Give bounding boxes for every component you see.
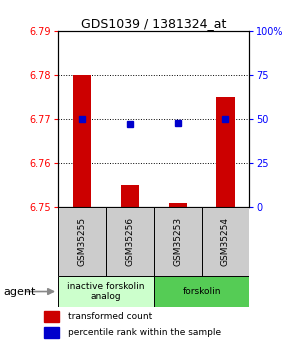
Text: GSM35254: GSM35254 — [221, 217, 230, 266]
Bar — [216, 97, 235, 207]
Text: transformed count: transformed count — [68, 312, 153, 321]
Text: GSM35256: GSM35256 — [125, 217, 134, 266]
Bar — [154, 276, 249, 307]
Text: inactive forskolin
analog: inactive forskolin analog — [67, 282, 145, 301]
Text: forskolin: forskolin — [182, 287, 221, 296]
Text: agent: agent — [3, 287, 35, 296]
Bar — [202, 207, 249, 276]
Bar — [168, 203, 187, 207]
Bar — [106, 207, 154, 276]
Text: GSM35255: GSM35255 — [77, 217, 86, 266]
Bar — [58, 276, 154, 307]
Bar — [73, 75, 91, 207]
Text: GSM35253: GSM35253 — [173, 217, 182, 266]
Title: GDS1039 / 1381324_at: GDS1039 / 1381324_at — [81, 17, 226, 30]
Bar — [58, 207, 106, 276]
Bar — [154, 207, 202, 276]
Bar — [44, 327, 59, 338]
Text: percentile rank within the sample: percentile rank within the sample — [68, 328, 221, 337]
Bar — [121, 185, 139, 207]
Bar — [44, 310, 59, 322]
